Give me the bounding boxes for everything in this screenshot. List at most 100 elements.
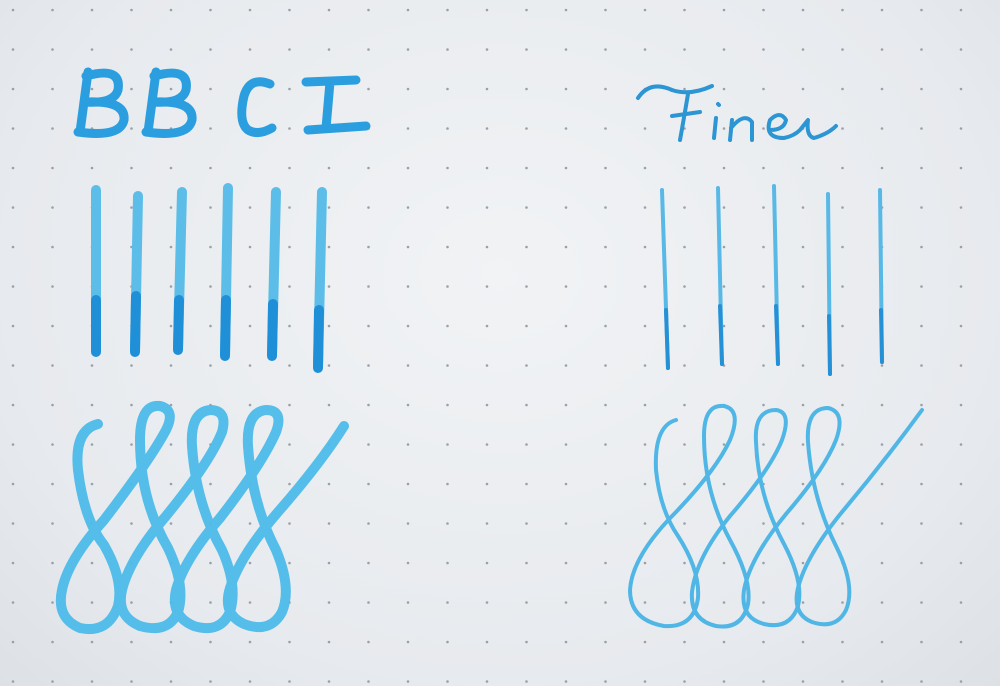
grid-dot: [209, 127, 212, 130]
grid-dot: [406, 166, 410, 170]
grid-dot: [525, 522, 528, 525]
broad-nib-label: [73, 67, 371, 138]
grid-dot: [327, 601, 331, 604]
grid-dot: [722, 48, 726, 51]
grid-dot: [959, 522, 963, 525]
grid-dot: [51, 245, 54, 249]
grid-dot: [248, 403, 252, 407]
grid-dot: [959, 285, 963, 288]
grid-dot: [801, 206, 805, 209]
grid-dot: [327, 561, 331, 565]
grid-dot: [959, 364, 963, 367]
grid-dot: [920, 640, 923, 644]
grid-dot: [406, 364, 410, 367]
grid-dot: [880, 127, 884, 130]
grid-dot: [51, 324, 54, 328]
broad-stroke-4-dark: [220, 295, 231, 361]
grid-dot: [288, 640, 291, 644]
grid-dot: [367, 601, 370, 604]
grid-dot: [90, 482, 94, 486]
grid-dot: [248, 601, 252, 604]
grid-dot: [485, 324, 489, 328]
grid-dot: [406, 48, 410, 51]
grid-dot: [525, 680, 528, 683]
grid-dot: [11, 522, 15, 525]
fine-stroke-4-dark: [827, 314, 832, 376]
grid-dot: [51, 640, 54, 644]
grid-dot: [90, 561, 94, 565]
grid-dot: [209, 245, 212, 249]
grid-dot: [327, 48, 331, 51]
grid-dot: [248, 522, 252, 525]
grid-dot: [762, 680, 765, 683]
grid-dot: [90, 8, 94, 12]
grid-dot: [683, 245, 686, 249]
grid-dot: [722, 640, 726, 644]
grid-dot: [485, 245, 489, 249]
grid-dot: [327, 522, 331, 525]
grid-dot: [683, 443, 686, 446]
grid-dot: [920, 680, 923, 683]
grid-dot: [446, 285, 449, 288]
grid-dot: [525, 127, 528, 130]
grid-dot: [841, 127, 844, 130]
grid-dot: [920, 48, 923, 51]
grid-dot: [762, 522, 765, 525]
grid-dot: [564, 87, 568, 91]
grid-dot: [288, 285, 291, 288]
grid-dot: [604, 364, 607, 367]
grid-dot: [920, 8, 923, 12]
grid-dot: [604, 443, 607, 446]
grid-dot: [169, 522, 173, 525]
grid-dot: [406, 403, 410, 407]
grid-dot: [683, 640, 686, 644]
grid-dot: [841, 8, 844, 12]
grid-dot: [801, 443, 805, 446]
grid-dot: [643, 48, 647, 51]
grid-dot: [525, 364, 528, 367]
grid-dot: [11, 364, 15, 367]
grid-dot: [564, 443, 568, 446]
grid-dot: [604, 206, 607, 209]
grid-dot: [959, 48, 963, 51]
grid-dot: [841, 522, 844, 525]
grid-dot: [248, 245, 252, 249]
grid-dot: [367, 640, 370, 644]
grid-dot: [959, 403, 963, 407]
grid-dot: [446, 364, 449, 367]
grid-dot: [683, 561, 686, 565]
grid-dot: [564, 364, 568, 367]
grid-dot: [130, 8, 133, 12]
broad-vertical-strokes: [91, 183, 327, 373]
letter-i-fine: [712, 102, 721, 140]
grid-dot: [683, 680, 686, 683]
grid-dot: [841, 166, 844, 170]
grid-dot: [683, 206, 686, 209]
grid-dot: [327, 285, 331, 288]
grid-dot: [90, 166, 94, 170]
grid-dot: [51, 87, 54, 91]
grid-dot: [51, 127, 54, 130]
grid-dot: [564, 324, 568, 328]
grid-dot: [722, 206, 726, 209]
fine-stroke-1-dark: [664, 308, 670, 370]
grid-dot: [880, 640, 884, 644]
grid-dot: [564, 522, 568, 525]
grid-dot: [485, 561, 489, 565]
grid-dot: [406, 601, 410, 604]
grid-dot: [880, 166, 884, 170]
grid-dot: [683, 482, 686, 486]
grid-dot: [959, 166, 963, 170]
grid-dot: [11, 443, 15, 446]
grid-dot: [288, 245, 291, 249]
grid-dot: [130, 522, 133, 525]
grid-dot: [11, 561, 15, 565]
grid-dot: [841, 640, 844, 644]
grid-dot: [406, 522, 410, 525]
grid-dot: [51, 48, 54, 51]
grid-dot: [841, 601, 844, 604]
grid-dot: [209, 561, 212, 565]
grid-dot: [248, 640, 252, 644]
grid-dot: [209, 640, 212, 644]
